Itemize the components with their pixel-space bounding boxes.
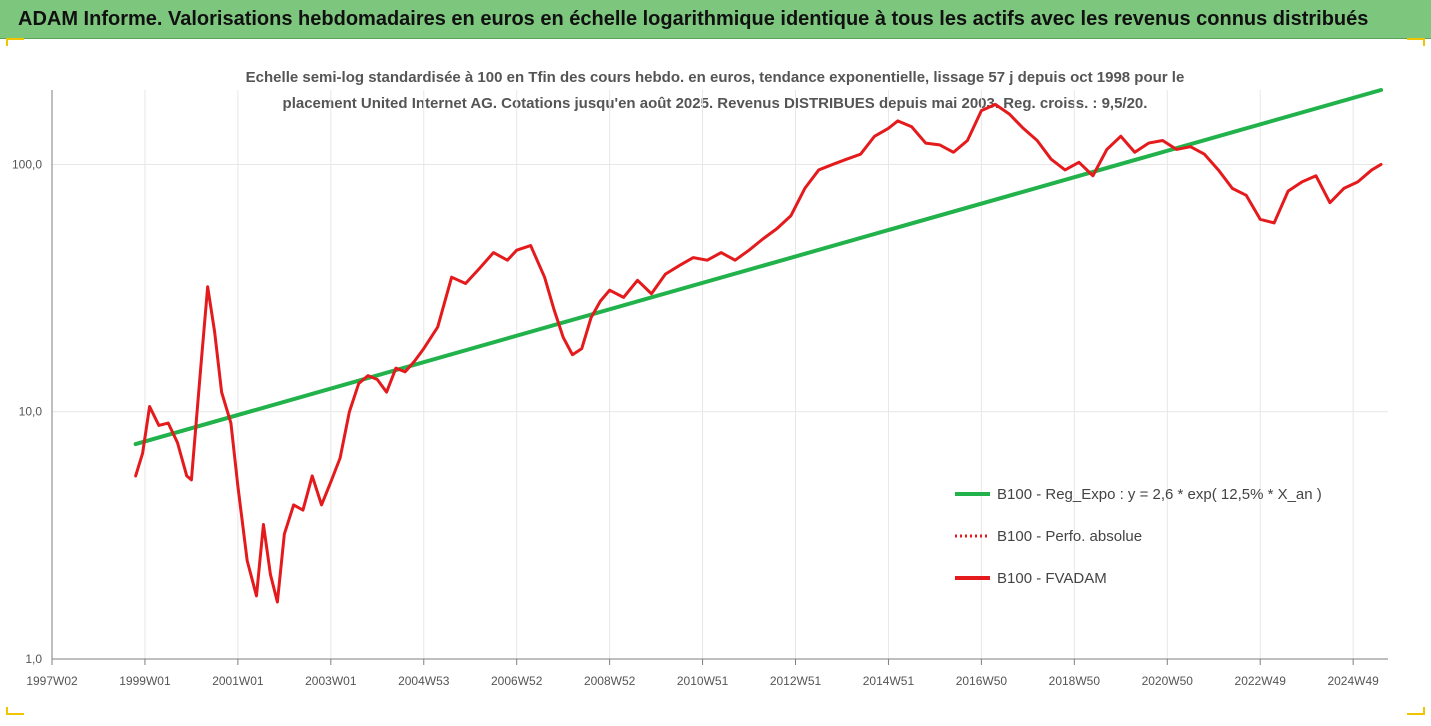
x-tick-label: 2010W51	[677, 674, 729, 688]
legend: B100 - Reg_Expo : y = 2,6 * exp( 12,5% *…	[955, 486, 1322, 587]
chart-svg: Echelle semi-log standardisée à 100 en T…	[12, 69, 1388, 688]
x-tick-label: 2020W50	[1142, 674, 1194, 688]
title-bar: ADAM Informe. Valorisations hebdomadaire…	[0, 0, 1431, 39]
fvadam-path	[134, 102, 1383, 604]
x-tick-label: 2024W49	[1327, 674, 1379, 688]
chart-title-line-2: placement United Internet AG. Cotations …	[283, 95, 1148, 112]
trend-path	[133, 88, 1384, 447]
legend-label-fvadam: B100 - FVADAM	[997, 570, 1107, 587]
legend-label-perf: B100 - Perfo. absolue	[997, 528, 1142, 545]
y-tick-label: 1,0	[25, 652, 42, 666]
grid-lines	[51, 90, 1388, 660]
x-tick-label: 1999W01	[119, 674, 171, 688]
legend-label-trend: B100 - Reg_Expo : y = 2,6 * exp( 12,5% *…	[997, 486, 1322, 503]
y-tick-label: 100,0	[12, 157, 42, 171]
x-tick-label: 2003W01	[305, 674, 357, 688]
x-tick-label: 2018W50	[1049, 674, 1101, 688]
x-tick-label: 2014W51	[863, 674, 915, 688]
corner-marker-top-left	[6, 38, 24, 46]
x-tick-label: 2006W52	[491, 674, 543, 688]
x-tick-label: 2012W51	[770, 674, 822, 688]
x-tick-label: 2016W50	[956, 674, 1008, 688]
x-ticks: 1997W02 1999W01 2001W01 2003W01 2004W53 2006W…	[26, 659, 1379, 688]
y-ticks: 1,0 10,0 100,0	[12, 157, 42, 666]
x-tick-label: 2004W53	[398, 674, 450, 688]
x-tick-label: 2022W49	[1235, 674, 1287, 688]
x-tick-label: 2001W01	[212, 674, 264, 688]
x-tick-label: 1997W02	[26, 674, 78, 688]
report-title: ADAM Informe. Valorisations hebdomadaire…	[18, 7, 1369, 30]
series-fvadam-line	[134, 102, 1383, 604]
x-tick-label: 2008W52	[584, 674, 636, 688]
chart-container: Echelle semi-log standardisée à 100 en T…	[0, 38, 1431, 721]
axes	[51, 90, 1388, 660]
y-tick-label: 10,0	[19, 405, 43, 419]
series-trend-line	[133, 88, 1384, 447]
chart-title-line-1: Echelle semi-log standardisée à 100 en T…	[246, 69, 1185, 86]
